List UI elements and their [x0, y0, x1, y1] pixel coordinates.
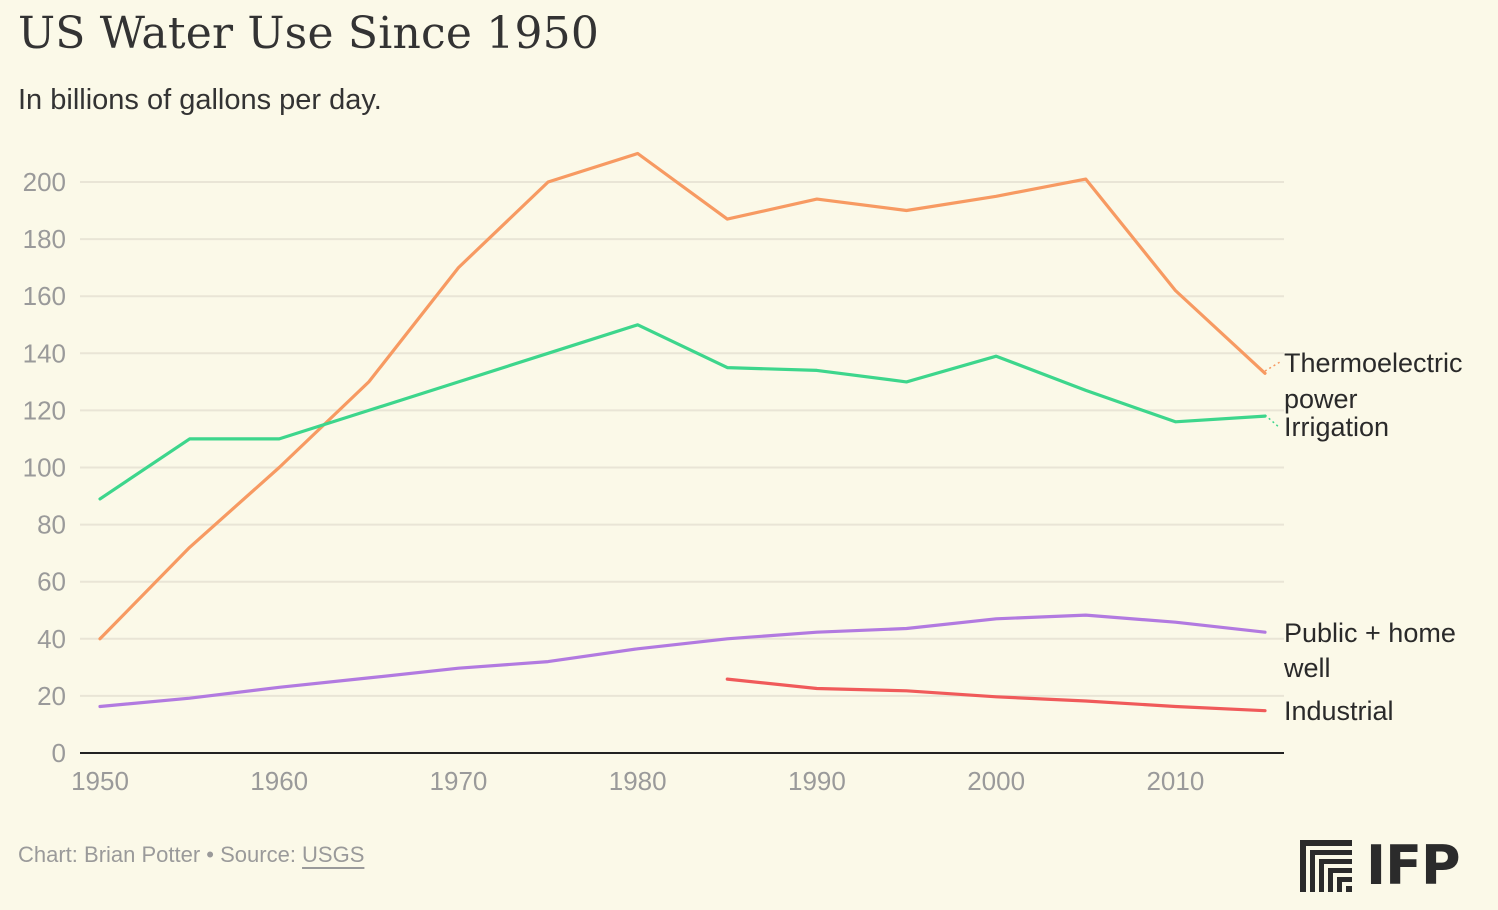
series-label-irrigation: Irrigation [1284, 412, 1389, 442]
y-tick-label-40: 40 [37, 624, 66, 654]
x-tick-label-1980: 1980 [609, 766, 667, 796]
y-tick-label-180: 180 [23, 224, 66, 254]
y-tick-label-60: 60 [37, 567, 66, 597]
chart-subtitle: In billions of gallons per day. [18, 84, 382, 116]
ifp-logo-mark-icon [1300, 840, 1352, 892]
x-tick-label-1970: 1970 [430, 766, 488, 796]
label-connector-irrigation [1264, 414, 1281, 429]
y-tick-label-200: 200 [23, 167, 66, 197]
x-tick-label-1960: 1960 [250, 766, 308, 796]
series-label-line: Thermoelectric [1284, 348, 1463, 378]
series-label-line: well [1283, 653, 1331, 683]
series-line-public [98, 613, 1267, 709]
series-label-line: Industrial [1284, 696, 1394, 726]
y-tick-label-140: 140 [23, 338, 66, 368]
chart-title: US Water Use Since 1950 [18, 8, 600, 59]
series-label-public: Public + home well [1283, 618, 1456, 683]
y-tick-label-80: 80 [37, 510, 66, 540]
ifp-logo-text: IFP [1366, 834, 1461, 897]
series-lines [98, 151, 1267, 713]
y-tick-label-120: 120 [23, 395, 66, 425]
series-label-line: Irrigation [1284, 412, 1389, 442]
series-line-industrial [725, 677, 1267, 713]
series-label-thermoelectric: Thermoelectric power [1284, 348, 1463, 414]
x-tick-label-1990: 1990 [788, 766, 846, 796]
credit-text: Chart: Brian Potter • Source: [18, 842, 303, 867]
label-connector-thermoelectric [1264, 361, 1281, 372]
series-line-irrigation [98, 323, 1267, 501]
series-line-thermoelectric [98, 151, 1267, 641]
y-axis-ticks: 0 20 40 60 80 100 120 140 160 180 200 [23, 167, 66, 768]
x-tick-label-2000: 2000 [967, 766, 1025, 796]
x-tick-label-1950: 1950 [71, 766, 129, 796]
series-label-line: Public + home [1284, 618, 1456, 648]
y-tick-label-160: 160 [23, 281, 66, 311]
x-axis-ticks: 1950 1960 1970 1980 1990 2000 2010 [71, 766, 1204, 796]
y-tick-label-0: 0 [52, 738, 66, 768]
ifp-logo: IFP [1300, 834, 1461, 897]
x-tick-label-2010: 2010 [1146, 766, 1204, 796]
y-tick-label-20: 20 [37, 681, 66, 711]
series-label-line: power [1284, 384, 1358, 414]
y-tick-label-100: 100 [23, 453, 66, 483]
chart-credit: Chart: Brian Potter • Source: USGS [18, 842, 364, 868]
source-link[interactable]: USGS [302, 842, 365, 867]
series-label-industrial: Industrial [1284, 696, 1394, 726]
